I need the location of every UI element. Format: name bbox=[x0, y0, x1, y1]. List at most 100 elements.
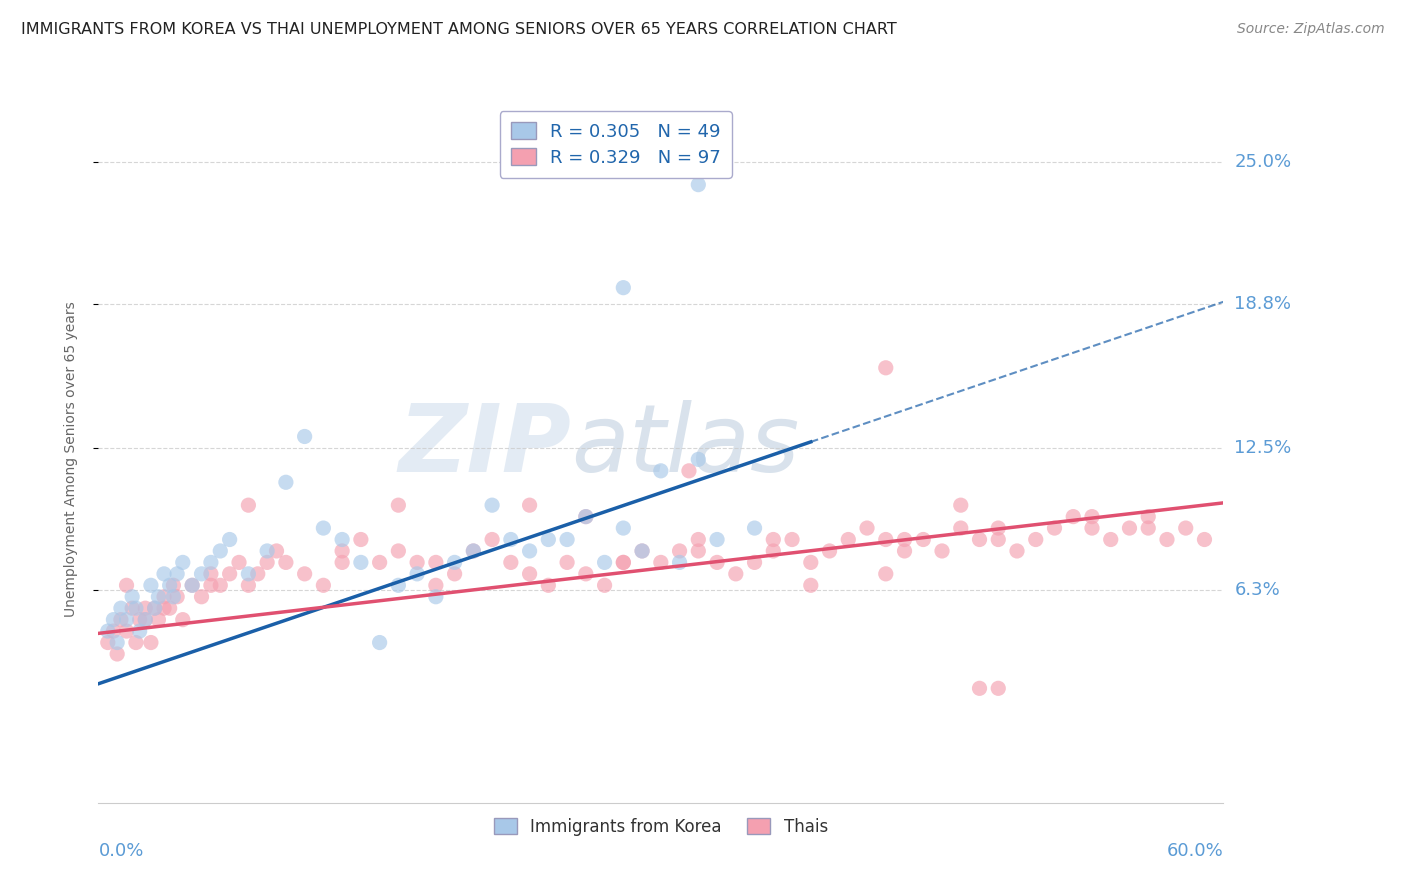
Point bbox=[274, 475, 297, 490]
Point bbox=[294, 429, 316, 443]
Point bbox=[875, 566, 897, 581]
Point bbox=[706, 555, 728, 570]
Text: ZIP: ZIP bbox=[398, 400, 571, 491]
Point bbox=[172, 555, 194, 570]
Point bbox=[181, 578, 204, 592]
Point bbox=[481, 533, 503, 547]
Point bbox=[125, 601, 148, 615]
Point bbox=[97, 624, 120, 639]
Point bbox=[744, 521, 766, 535]
Point bbox=[837, 533, 859, 547]
Point bbox=[350, 555, 373, 570]
Point bbox=[987, 521, 1010, 535]
Point bbox=[1062, 509, 1084, 524]
Point bbox=[139, 578, 162, 592]
Point bbox=[1025, 533, 1047, 547]
Point bbox=[105, 647, 128, 661]
Point bbox=[134, 613, 156, 627]
Point bbox=[166, 590, 188, 604]
Point bbox=[931, 544, 953, 558]
Point bbox=[1174, 521, 1197, 535]
Point bbox=[274, 555, 297, 570]
Point bbox=[893, 544, 915, 558]
Point bbox=[153, 566, 176, 581]
Point bbox=[555, 533, 578, 547]
Point bbox=[1137, 509, 1160, 524]
Point bbox=[312, 521, 335, 535]
Point bbox=[987, 533, 1010, 547]
Point bbox=[724, 566, 747, 581]
Point bbox=[406, 555, 429, 570]
Point bbox=[612, 555, 634, 570]
Point bbox=[519, 566, 541, 581]
Point bbox=[780, 533, 803, 547]
Point bbox=[1081, 521, 1104, 535]
Point bbox=[312, 578, 335, 592]
Point bbox=[172, 613, 194, 627]
Text: atlas: atlas bbox=[571, 401, 799, 491]
Point bbox=[688, 452, 710, 467]
Point bbox=[190, 566, 212, 581]
Point bbox=[575, 566, 598, 581]
Point bbox=[668, 544, 690, 558]
Point bbox=[238, 578, 260, 592]
Text: 60.0%: 60.0% bbox=[1167, 842, 1223, 860]
Point bbox=[134, 601, 156, 615]
Point bbox=[800, 555, 823, 570]
Point bbox=[143, 601, 166, 615]
Point bbox=[148, 590, 170, 604]
Point bbox=[115, 578, 138, 592]
Point bbox=[762, 544, 785, 558]
Point bbox=[650, 464, 672, 478]
Text: 0.0%: 0.0% bbox=[98, 842, 143, 860]
Point bbox=[519, 544, 541, 558]
Point bbox=[537, 533, 560, 547]
Point bbox=[818, 544, 841, 558]
Point bbox=[200, 578, 222, 592]
Point bbox=[368, 635, 391, 649]
Point bbox=[350, 533, 373, 547]
Point bbox=[800, 578, 823, 592]
Point bbox=[406, 566, 429, 581]
Y-axis label: Unemployment Among Seniors over 65 years: Unemployment Among Seniors over 65 years bbox=[63, 301, 77, 617]
Point bbox=[875, 360, 897, 375]
Point bbox=[706, 533, 728, 547]
Point bbox=[949, 498, 972, 512]
Point bbox=[425, 578, 447, 592]
Point bbox=[575, 509, 598, 524]
Point bbox=[443, 566, 465, 581]
Point bbox=[1099, 533, 1122, 547]
Point bbox=[103, 624, 125, 639]
Point bbox=[125, 635, 148, 649]
Point bbox=[128, 613, 150, 627]
Point bbox=[463, 544, 485, 558]
Point bbox=[238, 498, 260, 512]
Point bbox=[200, 566, 222, 581]
Point bbox=[105, 635, 128, 649]
Point bbox=[256, 544, 278, 558]
Point bbox=[368, 555, 391, 570]
Point bbox=[425, 590, 447, 604]
Point bbox=[166, 566, 188, 581]
Text: IMMIGRANTS FROM KOREA VS THAI UNEMPLOYMENT AMONG SENIORS OVER 65 YEARS CORRELATI: IMMIGRANTS FROM KOREA VS THAI UNEMPLOYME… bbox=[21, 22, 897, 37]
Point bbox=[387, 498, 409, 512]
Text: 18.8%: 18.8% bbox=[1234, 294, 1291, 313]
Point bbox=[1156, 533, 1178, 547]
Point bbox=[650, 555, 672, 570]
Point bbox=[148, 613, 170, 627]
Point bbox=[856, 521, 879, 535]
Point bbox=[499, 555, 522, 570]
Point bbox=[555, 555, 578, 570]
Point bbox=[209, 578, 232, 592]
Point bbox=[949, 521, 972, 535]
Point bbox=[110, 601, 132, 615]
Point bbox=[294, 566, 316, 581]
Point bbox=[688, 178, 710, 192]
Point bbox=[162, 590, 184, 604]
Point bbox=[575, 509, 598, 524]
Point bbox=[1005, 544, 1028, 558]
Point bbox=[612, 281, 634, 295]
Point bbox=[159, 601, 181, 615]
Point bbox=[744, 555, 766, 570]
Point bbox=[246, 566, 269, 581]
